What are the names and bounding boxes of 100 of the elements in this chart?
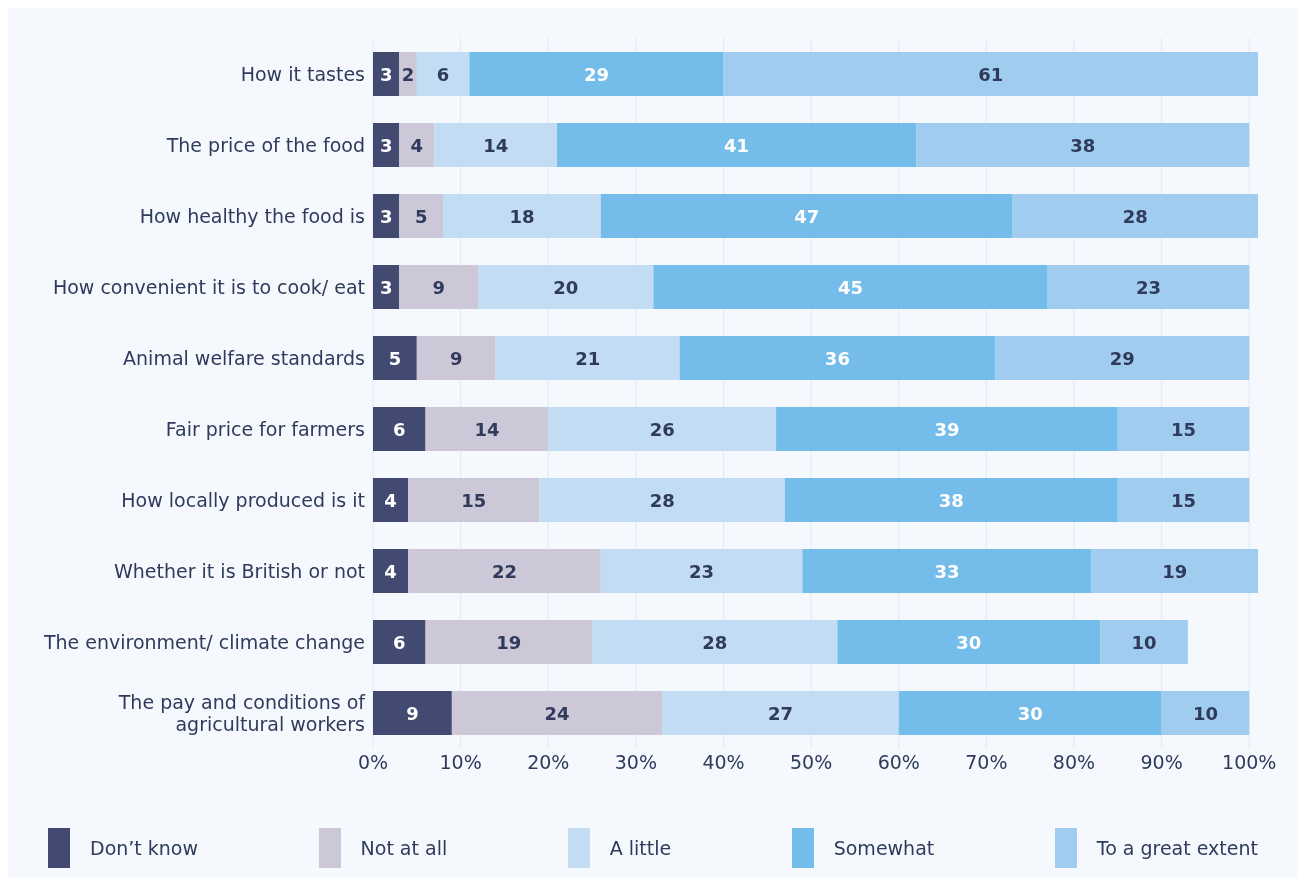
bar [373, 549, 409, 593]
y-tick-label: Animal welfare standards [123, 346, 365, 369]
data-label: 4 [384, 489, 397, 511]
data-label: 9 [406, 702, 419, 724]
bar [416, 336, 496, 380]
bar [653, 265, 1048, 309]
legend-label: Somewhat [833, 837, 935, 859]
legend-label: Not at all [360, 837, 448, 859]
data-label: 2 [401, 63, 415, 85]
bar [373, 478, 409, 522]
data-label: 10 [1192, 702, 1218, 724]
bar [443, 194, 601, 238]
data-label: 19 [496, 631, 522, 653]
data-label: 15 [1170, 489, 1197, 511]
data-label: 33 [934, 560, 960, 582]
bar [495, 336, 680, 380]
x-tick-label: 40% [702, 751, 745, 774]
data-label: 39 [934, 418, 960, 440]
legend-label: Don’t know [90, 837, 199, 859]
bar [1117, 478, 1250, 522]
y-tick-label: The pay and conditions of agricultural workers [117, 690, 367, 735]
bar [600, 194, 1013, 238]
bar [539, 478, 785, 522]
x-tick-label: 90% [1140, 751, 1183, 774]
y-tick-label: Whether it is British or not [114, 559, 365, 582]
y-tick-label: How it tastes [240, 62, 365, 85]
data-label: 24 [544, 702, 570, 724]
data-label: 14 [474, 418, 500, 440]
bar [373, 407, 426, 451]
data-label: 28 [1122, 205, 1148, 227]
bar [425, 620, 593, 664]
data-label: 9 [432, 276, 445, 298]
bar [373, 620, 426, 664]
data-label: 28 [702, 631, 728, 653]
data-label: 3 [379, 276, 393, 298]
data-label: 6 [393, 418, 406, 440]
data-label: 45 [838, 276, 864, 298]
data-label: 23 [689, 560, 715, 582]
bar [679, 336, 996, 380]
bar [784, 478, 1118, 522]
bar [399, 265, 479, 309]
bar [408, 549, 601, 593]
bar [1047, 265, 1250, 309]
bar [399, 52, 417, 96]
data-label: 4 [410, 134, 424, 156]
x-tick-label: 100% [1222, 751, 1277, 774]
data-label: 29 [1109, 347, 1135, 369]
bar [776, 407, 1118, 451]
x-tick-label: 0% [357, 751, 389, 774]
data-label: 26 [649, 418, 675, 440]
bar [916, 123, 1250, 167]
bar [1161, 691, 1250, 735]
data-label: 22 [491, 560, 517, 582]
bar [469, 52, 724, 96]
data-label: 18 [509, 205, 535, 227]
bar [1091, 549, 1258, 593]
y-tick-label: How healthy the food is [139, 204, 365, 227]
x-tick-label: 20% [527, 751, 570, 774]
data-label: 19 [1162, 560, 1188, 582]
bar [557, 123, 917, 167]
bar [451, 691, 663, 735]
bar [995, 336, 1250, 380]
bar [723, 52, 1258, 96]
y-tick-label: How locally produced is it [121, 488, 365, 511]
data-label: 28 [649, 489, 675, 511]
bar [373, 194, 400, 238]
data-label: 6 [436, 63, 450, 85]
x-tick-label: 50% [790, 751, 833, 774]
y-tick-label: Fair price for farmers [165, 417, 365, 440]
y-tick-label: The environment/ climate change [42, 630, 365, 653]
data-label: 20 [553, 276, 579, 298]
bar [662, 691, 899, 735]
data-label: 15 [1170, 418, 1197, 440]
data-label: 30 [956, 631, 982, 653]
data-label: 6 [393, 631, 406, 653]
bar [1012, 194, 1258, 238]
bar [373, 691, 452, 735]
data-label: 9 [449, 347, 463, 369]
y-tick-label: The price of the food [165, 133, 365, 156]
legend-label: A little [609, 837, 672, 859]
bar [373, 52, 400, 96]
bar [898, 691, 1162, 735]
bar [399, 194, 444, 238]
data-label: 30 [1017, 702, 1043, 724]
data-label: 3 [379, 63, 393, 85]
x-tick-label: 80% [1052, 751, 1096, 774]
bar [1100, 620, 1188, 664]
bar [416, 52, 470, 96]
data-label: 47 [794, 205, 820, 227]
x-tick-label: 60% [877, 751, 920, 774]
data-label: 5 [414, 205, 428, 227]
data-label: 15 [461, 489, 487, 511]
bar [600, 549, 803, 593]
data-label: 3 [379, 134, 393, 156]
bar [1117, 407, 1250, 451]
bar [408, 478, 540, 522]
data-label: 36 [824, 347, 850, 369]
bar [373, 336, 417, 380]
bar [548, 407, 777, 451]
data-label: 61 [978, 63, 1004, 85]
